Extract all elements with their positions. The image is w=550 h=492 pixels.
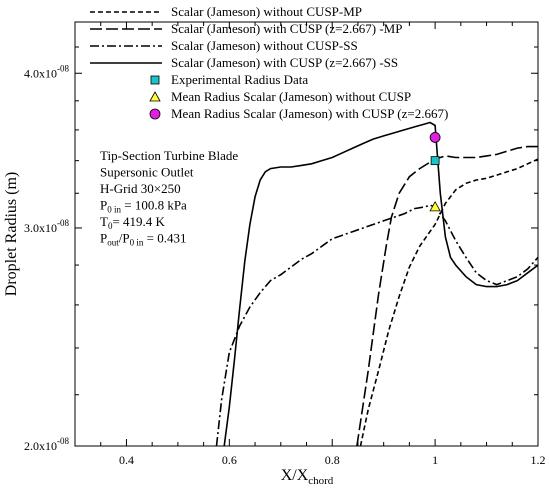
y-axis: 2.0x10-083.0x10-084.0x10-08 (24, 46, 538, 453)
annotation-text: Tip-Section Turbine Blade (100, 148, 238, 163)
marker-layer (429, 132, 441, 212)
y-axis-title: Droplet Radius (m) (3, 172, 20, 296)
x-tick-label: 0.6 (222, 453, 237, 467)
series-line-dashed (359, 158, 538, 446)
series-line-dash-dot (215, 204, 538, 446)
annotation-text: = 0.431 (143, 231, 186, 246)
data-marker-circle (429, 132, 441, 143)
annotation-line: Pout/P0 in = 0.431 (100, 231, 186, 248)
y-tick-exponent: -08 (57, 436, 69, 446)
x-tick-label: 0.4 (119, 453, 134, 467)
legend-label: Scalar (Jameson) without CUSP-SS (171, 38, 358, 53)
annotation-text: P (100, 198, 107, 213)
annotation-line: Supersonic Outlet (100, 165, 194, 180)
x-axis: 0.4 0.6 0.8 1 1.2 (74, 22, 546, 467)
legend-item: Mean Radius Scalar (Jameson) without CUS… (149, 89, 411, 104)
legend-item: Mean Radius Scalar (Jameson) with CUSP (… (149, 106, 448, 121)
legend-label: Scalar (Jameson) without CUSP-MP (171, 4, 362, 19)
x-tick-label: 1.2 (531, 453, 546, 467)
legend-label: Scalar (Jameson) with CUSP (z=2.667) -MP (171, 21, 402, 36)
x-tick-label: 0.8 (325, 453, 340, 467)
y-tick-label: 4.0x10-08 (24, 63, 69, 80)
y-tick-exponent: -08 (57, 63, 69, 73)
legend-symbol-triangle (149, 91, 161, 102)
x-tick-label: 1 (432, 453, 438, 467)
data-marker-square (430, 156, 440, 166)
annotation-line: P0 in = 100.8 kPa (100, 198, 187, 215)
legend-label: Mean Radius Scalar (Jameson) without CUS… (171, 89, 411, 104)
y-tick-mantissa: 3.0x10 (24, 221, 57, 235)
legend: Scalar (Jameson) without CUSP-MP Scalar (… (90, 4, 448, 121)
series-line-long-dash (356, 145, 538, 446)
annotation-line: T0= 419.4 K (100, 214, 166, 231)
annotation-subscript: out (107, 238, 119, 248)
legend-item: Scalar (Jameson) without CUSP-SS (90, 38, 358, 53)
annotation-text: H-Grid 30×250 (100, 181, 181, 196)
annotation-text: = 419.4 K (112, 214, 165, 229)
annotation-text: = 100.8 kPa (121, 198, 187, 213)
annotation-line: Tip-Section Turbine Blade (100, 148, 238, 163)
y-tick-exponent: -08 (57, 218, 69, 228)
legend-item: Scalar (Jameson) with CUSP (z=2.667) -SS (90, 55, 398, 70)
legend-symbol-circle (149, 108, 161, 120)
x-axis-title-main: X/X (281, 467, 309, 484)
annotation-text: /P (119, 231, 130, 246)
annotation-line: H-Grid 30×250 (100, 181, 181, 196)
annotation-subscript: 0 in (107, 205, 121, 215)
y-tick-mantissa: 2.0x10 (24, 439, 57, 453)
legend-item: Scalar (Jameson) with CUSP (z=2.667) -MP (90, 21, 402, 36)
annotation-text: P (100, 231, 107, 246)
legend-label: Scalar (Jameson) with CUSP (z=2.667) -SS (171, 55, 398, 70)
series-line-solid (223, 121, 538, 446)
annotation-subscript: 0 (108, 221, 113, 231)
data-marker-triangle (429, 201, 441, 212)
legend-item: Scalar (Jameson) without CUSP-MP (90, 4, 362, 19)
x-axis-title: X/Xchord (281, 467, 334, 487)
legend-label: Experimental Radius Data (171, 72, 308, 87)
annotation-text: Supersonic Outlet (100, 165, 194, 180)
legend-item: Experimental Radius Data (150, 72, 308, 87)
y-tick-label: 3.0x10-08 (24, 218, 69, 235)
series-layer (215, 121, 538, 446)
flow-conditions-annotation: Tip-Section Turbine Blade Supersonic Outl… (100, 148, 238, 248)
annotation-text: T (100, 214, 108, 229)
y-tick-mantissa: 4.0x10 (24, 66, 57, 80)
legend-symbol-square (150, 75, 160, 85)
y-tick-label: 2.0x10-08 (24, 436, 69, 453)
annotation-subscript: 0 in (130, 238, 144, 248)
legend-label: Mean Radius Scalar (Jameson) with CUSP (… (171, 106, 448, 121)
x-axis-title-subscript: chord (308, 475, 334, 487)
